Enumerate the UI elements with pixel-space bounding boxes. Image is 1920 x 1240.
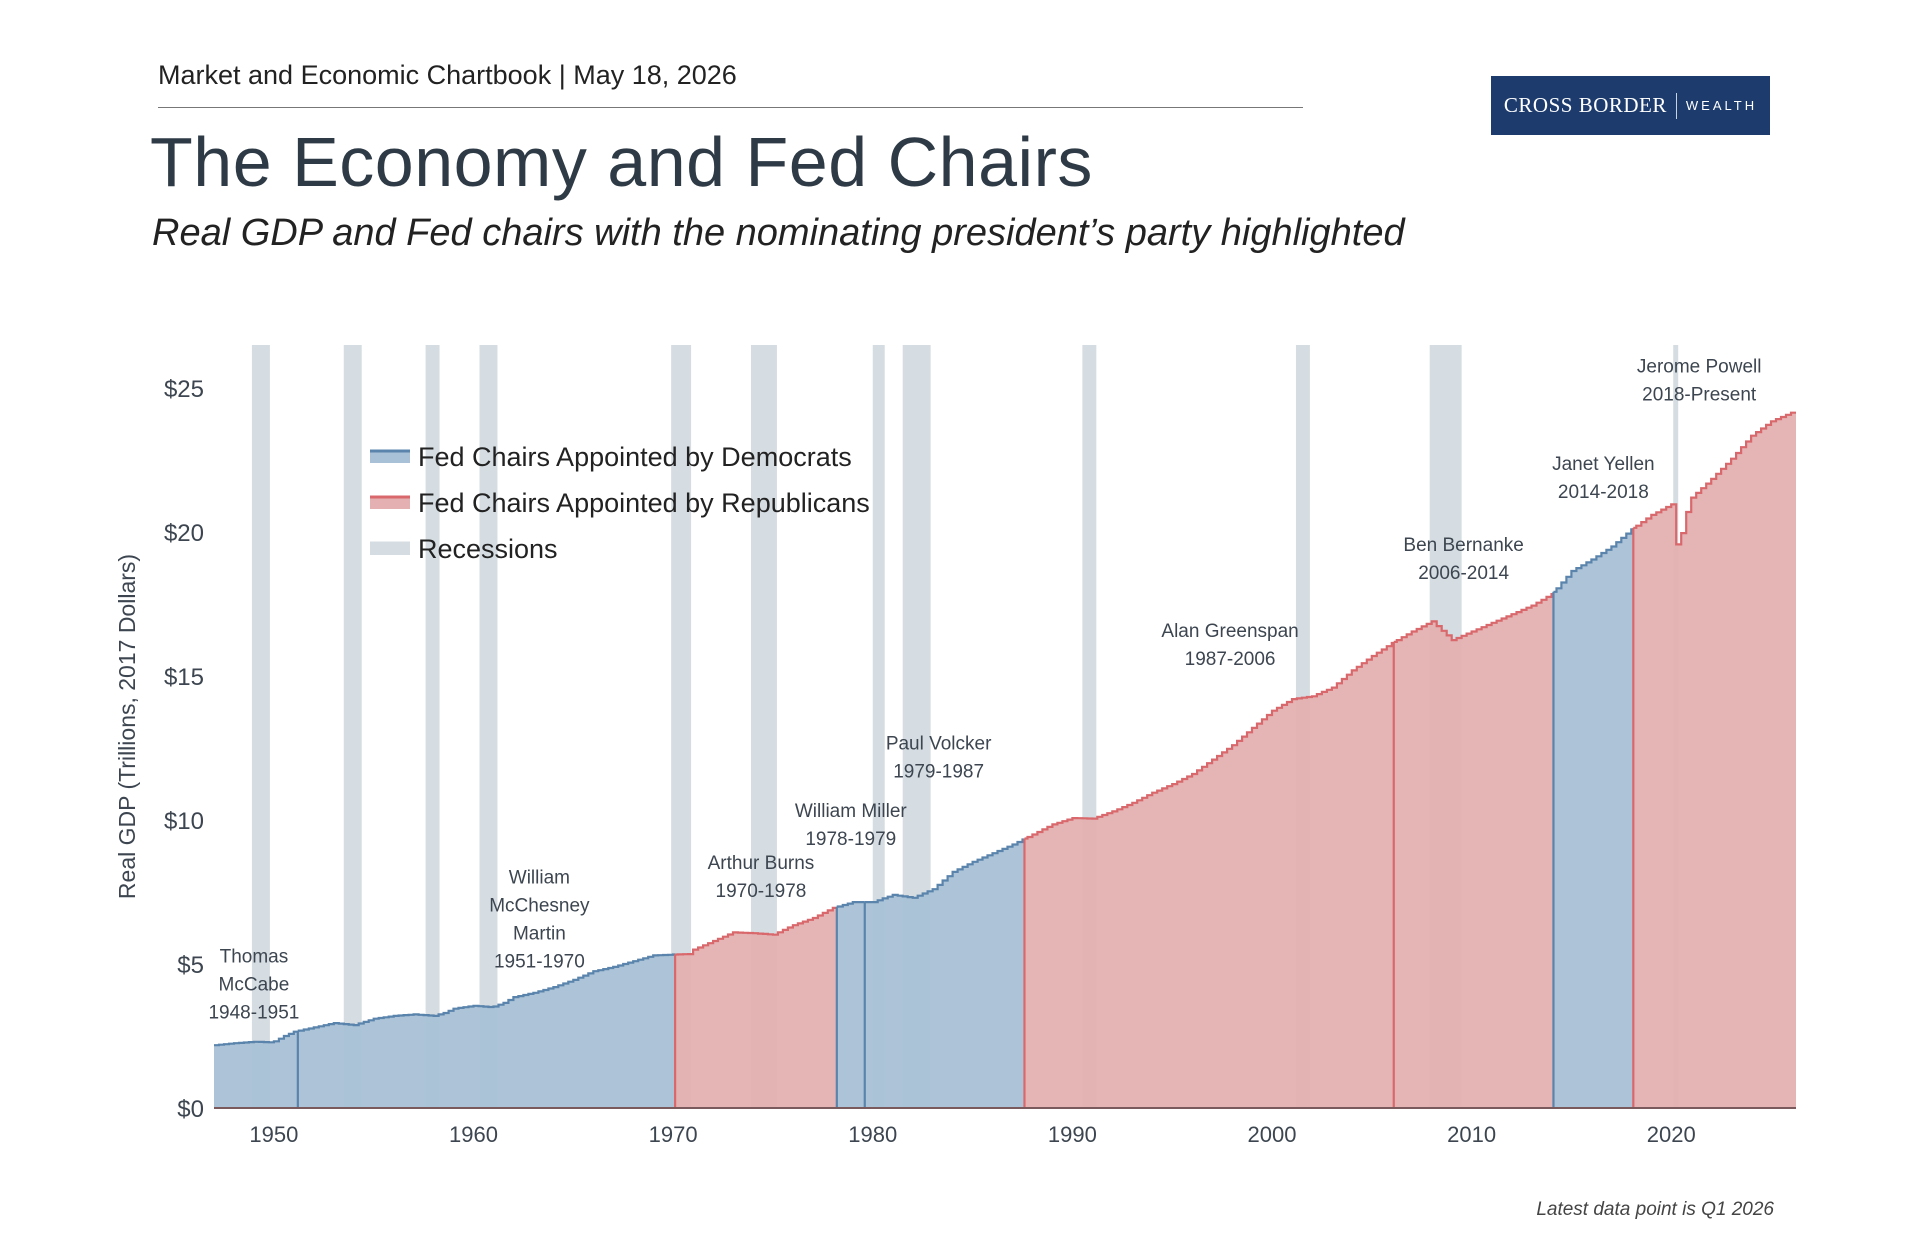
gdp-area-paul-volcker [864,839,1025,1108]
chair-label-jerome-powell: 2018-Present [1642,384,1757,405]
gdp-area-arthur-burns [675,907,837,1108]
x-tick-label: 2000 [1248,1122,1297,1147]
x-tick-label: 1950 [249,1122,298,1147]
page-subtitle: Real GDP and Fed chairs with the nominat… [152,212,1405,254]
recession-band-1 [251,345,270,1108]
axes: $0 $5 $10 $15 $20 $25 1950 1960 1970 1980 1990 2000… [114,376,1796,1147]
chair-label-arthur-burns: Arthur Burns [708,853,815,874]
gdp-line-ben-bernanke [1393,593,1554,643]
chair-label-alan-greenspan: Alan Greenspan [1161,621,1298,642]
gdp-line-janet-yellen [1553,528,1634,593]
chair-label-william-miller: William Miller [795,801,908,822]
chartbook-header: Market and Economic Chartbook | May 18, … [158,60,737,90]
chair-label-alan-greenspan: 1987-2006 [1185,649,1276,670]
logo-suffix: WEALTH [1685,98,1758,113]
y-tick-label: $10 [164,808,204,835]
x-tick-label: 1960 [449,1122,498,1147]
chair-label-ben-bernanke: Ben Bernanke [1403,535,1523,556]
gdp-line-william-miller [836,901,865,908]
gdp-area-jerome-powell [1633,412,1796,1108]
gdp-line-thomas-mccabe [214,1030,298,1047]
x-tick-label: 1970 [649,1122,698,1147]
page-title: The Economy and Fed Chairs [150,123,1093,201]
gdp-area-janet-yellen [1553,529,1634,1108]
chair-dividers [296,527,1635,1108]
gdp-area-william-mcchesney-martin [297,954,676,1108]
gdp-area-segments [214,412,1796,1108]
legend-label-republican: Fed Chairs Appointed by Republicans [418,488,870,518]
footnote: Latest data point is Q1 2026 [1536,1199,1774,1220]
recession-band-2 [343,345,362,1108]
chair-label-william-mcchesney-martin: William [509,867,570,888]
x-tick-label: 2010 [1447,1122,1496,1147]
recession-band-5 [671,345,692,1108]
chair-label-thomas-mccabe: Thomas [220,947,289,968]
chair-label-jerome-powell: Jerome Powell [1637,356,1762,377]
gdp-area-ben-bernanke [1393,594,1554,1108]
logo-separator [1675,92,1677,119]
y-tick-label: $25 [164,376,204,403]
recession-band-7 [872,345,885,1108]
legend-swatch-republican [370,497,410,509]
legend: Fed Chairs Appointed by Democrats Fed Cha… [370,442,870,564]
gdp-line-william-mcchesney-martin [297,953,676,1032]
chair-label-william-miller: 1978-1979 [805,829,896,850]
chair-label-ben-bernanke: 2006-2014 [1418,563,1509,584]
y-tick-label: $0 [177,1096,204,1123]
gdp-line-paul-volcker [864,838,1025,904]
x-tick-label: 2020 [1647,1122,1696,1147]
chair-label-arthur-burns: 1970-1978 [716,881,807,902]
gdp-area-alan-greenspan [1024,643,1394,1108]
gdp-area-thomas-mccabe [214,1031,298,1108]
y-axis-label: Real GDP (Trillions, 2017 Dollars) [114,554,140,899]
gdp-line-jerome-powell [1633,411,1796,546]
chair-label-janet-yellen: 2014-2018 [1558,482,1649,503]
recession-band-4 [479,345,498,1108]
x-tick-label: 1980 [848,1122,897,1147]
chair-label-william-mcchesney-martin: Martin [513,923,566,944]
chair-label-paul-volcker: Paul Volcker [886,734,992,755]
logo-brand: CROSS BORDER [1503,93,1667,117]
y-tick-label: $5 [177,952,204,979]
gdp-area-william-miller [836,902,865,1108]
chair-label-thomas-mccabe: 1948-1951 [208,1003,299,1024]
y-tick-label: $20 [164,520,204,547]
legend-swatch-recession [370,543,410,555]
recession-band-3 [425,345,440,1108]
chair-label-william-mcchesney-martin: McChesney [489,895,590,916]
chair-label-william-mcchesney-martin: 1951-1970 [494,951,585,972]
legend-swatch-democrat [370,451,410,463]
chair-label-thomas-mccabe: McCabe [219,975,290,996]
gdp-line-alan-greenspan [1024,641,1394,840]
x-tick-label: 1990 [1048,1122,1097,1147]
legend-label-democrat: Fed Chairs Appointed by Democrats [418,442,852,472]
gdp-line-segments [214,411,1796,1047]
gdp-line-arthur-burns [675,906,837,956]
y-tick-label: $15 [164,664,204,691]
legend-label-recession: Recessions [418,534,558,564]
chair-label-janet-yellen: Janet Yellen [1552,454,1655,475]
cross-border-wealth-logo: CROSS BORDER WEALTH [1491,76,1770,135]
chair-labels: Thomas McCabe 1948-1951 William McChesney Mar… [208,356,1761,1023]
header-divider [158,107,1303,108]
chair-label-paul-volcker: 1979-1987 [893,762,984,783]
